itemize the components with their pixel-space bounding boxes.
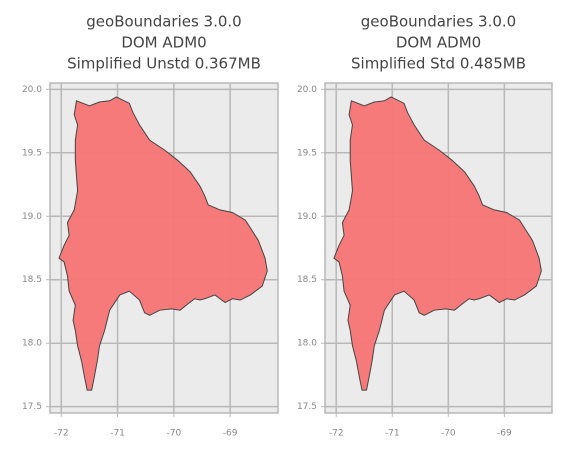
chart-title: geoBoundaries 3.0.0: [361, 13, 516, 31]
x-tick-label: -72: [329, 429, 344, 439]
y-tick-label: 20.0: [22, 85, 42, 95]
x-tick-label: -69: [223, 429, 238, 439]
y-tick-label: 18.5: [22, 275, 42, 285]
chart-title: geoBoundaries 3.0.0: [86, 13, 241, 31]
y-tick-label: 18.0: [297, 339, 317, 349]
y-tick-label: 20.0: [297, 85, 317, 95]
y-tick-label: 18.0: [22, 339, 42, 349]
chart-title: DOM ADM0: [121, 34, 206, 52]
y-tick-label: 19.5: [22, 148, 42, 158]
x-tick-label: -70: [441, 429, 456, 439]
chart-title: Simplified Std 0.485MB: [351, 55, 526, 73]
y-tick-label: 17.5: [22, 402, 42, 412]
y-tick-label: 18.5: [297, 275, 317, 285]
y-tick-label: 19.0: [22, 212, 42, 222]
y-tick-label: 19.0: [297, 212, 317, 222]
y-tick-label: 17.5: [297, 402, 317, 412]
x-tick-label: -69: [497, 429, 512, 439]
y-tick-label: 19.5: [297, 148, 317, 158]
x-tick-label: -71: [385, 429, 400, 439]
x-tick-label: -71: [110, 429, 125, 439]
x-tick-label: -72: [54, 429, 69, 439]
chart-title: DOM ADM0: [396, 34, 481, 52]
region-polygon: [58, 96, 268, 391]
chart-title: Simplified Unstd 0.367MB: [67, 55, 261, 73]
region-polygon: [333, 96, 542, 391]
x-tick-label: -70: [167, 429, 182, 439]
